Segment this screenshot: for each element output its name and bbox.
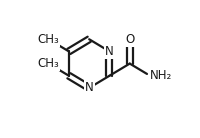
Text: O: O xyxy=(125,33,134,46)
Text: NH₂: NH₂ xyxy=(150,69,172,82)
Text: N: N xyxy=(85,81,94,94)
Text: CH₃: CH₃ xyxy=(38,33,59,46)
Text: N: N xyxy=(105,45,114,58)
Text: CH₃: CH₃ xyxy=(38,57,59,70)
